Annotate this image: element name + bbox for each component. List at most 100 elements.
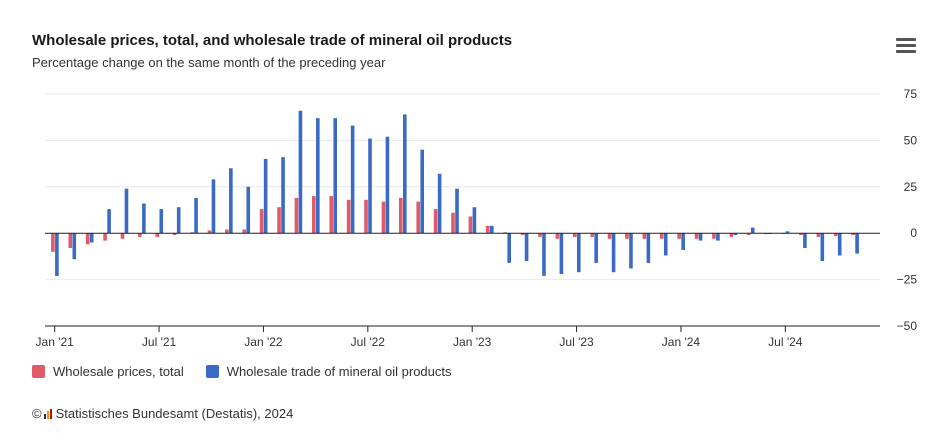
bar-mineral-oil xyxy=(437,173,442,234)
bar-mineral-oil xyxy=(281,157,285,234)
bar-wholesale-prices xyxy=(485,225,490,234)
bar-mineral-oil xyxy=(663,233,668,256)
bar-wholesale-prices xyxy=(329,196,334,234)
chart-title: Wholesale prices, total, and wholesale t… xyxy=(32,32,513,49)
bar-mineral-oil xyxy=(785,231,790,234)
bar-mineral-oil xyxy=(542,233,546,276)
y-tick-label: −25 xyxy=(897,273,918,287)
x-tick-label: Jan '21 xyxy=(36,335,75,349)
bar-wholesale-prices xyxy=(399,197,403,234)
bar-wholesale-prices xyxy=(242,229,247,234)
y-tick-label: 25 xyxy=(904,180,918,194)
bar-mineral-oil xyxy=(629,233,633,269)
bar-mineral-oil xyxy=(820,233,825,262)
x-tick-label: Jan '24 xyxy=(662,335,701,349)
bar-wholesale-prices xyxy=(381,201,386,234)
bar-mineral-oil xyxy=(368,138,372,234)
bar-wholesale-prices xyxy=(294,197,299,234)
credits[interactable]: © Statistisches Bundesamt (Destatis), 20… xyxy=(32,406,293,421)
bar-wholesale-prices xyxy=(277,207,281,234)
bar-mineral-oil xyxy=(350,125,355,234)
bar-mineral-oil xyxy=(855,233,859,254)
bar-mineral-oil xyxy=(211,179,216,234)
bar-mineral-oil xyxy=(681,233,685,250)
y-tick-label: 50 xyxy=(904,133,918,147)
y-tick-label: 0 xyxy=(910,226,917,240)
bar-mineral-oil xyxy=(698,233,703,241)
x-tick-label: Jul '23 xyxy=(559,335,594,349)
legend-swatch-mineral-oil xyxy=(205,365,219,378)
bar-wholesale-prices xyxy=(207,230,212,234)
bar-mineral-oil xyxy=(594,233,598,263)
legend-item-mineral-oil[interactable]: Wholesale trade of mineral oil products xyxy=(205,364,452,379)
bar-wholesale-prices xyxy=(225,229,229,234)
legend: Wholesale prices, total Wholesale trade … xyxy=(32,364,452,379)
bar-wholesale-prices xyxy=(51,233,55,252)
legend-item-wholesale-prices[interactable]: Wholesale prices, total xyxy=(32,364,184,379)
credits-text: Statistisches Bundesamt (Destatis), 2024 xyxy=(55,406,294,421)
bar-wholesale-prices xyxy=(346,199,351,234)
bar-mineral-oil xyxy=(489,225,494,234)
bar-wholesale-prices xyxy=(138,233,142,237)
bar-mineral-oil xyxy=(316,118,320,234)
bar-wholesale-prices xyxy=(555,233,560,239)
bar-wholesale-prices xyxy=(416,201,421,234)
bar-wholesale-prices xyxy=(607,233,612,239)
bar-wholesale-prices xyxy=(68,233,73,249)
y-tick-label: −50 xyxy=(897,319,918,333)
bar-mineral-oil xyxy=(611,233,616,273)
x-tick-label: Jul '24 xyxy=(768,335,803,349)
bar-mineral-oil xyxy=(646,233,651,263)
bar-wholesale-prices xyxy=(746,233,751,236)
bar-wholesale-prices xyxy=(172,233,177,236)
bar-wholesale-prices xyxy=(433,209,438,234)
bar-mineral-oil xyxy=(837,233,842,256)
bar-mineral-oil xyxy=(803,233,807,249)
bar-mineral-oil xyxy=(107,209,111,234)
bar-wholesale-prices xyxy=(451,212,455,234)
bar-wholesale-prices xyxy=(590,233,594,237)
bar-wholesale-prices xyxy=(816,233,821,237)
bar-mineral-oil xyxy=(333,118,338,234)
bar-wholesale-prices xyxy=(364,199,368,234)
bar-mineral-oil xyxy=(124,188,129,234)
bar-wholesale-prices xyxy=(468,216,473,234)
bar-wholesale-prices xyxy=(729,233,734,237)
x-tick-label: Jul '21 xyxy=(142,335,177,349)
bar-mineral-oil xyxy=(385,136,390,234)
bar-wholesale-prices xyxy=(642,233,647,239)
legend-label-mineral-oil: Wholesale trade of mineral oil products xyxy=(226,364,452,379)
copyright-symbol: © xyxy=(32,406,42,421)
bar-mineral-oil xyxy=(716,233,720,241)
bar-wholesale-prices xyxy=(694,233,699,239)
bar-mineral-oil xyxy=(72,233,77,260)
bar-wholesale-prices xyxy=(833,233,838,236)
x-tick-label: Jan '23 xyxy=(453,335,492,349)
bar-mineral-oil xyxy=(524,233,529,262)
bar-wholesale-prices xyxy=(799,233,803,236)
bar-wholesale-prices xyxy=(677,233,681,239)
bar-mineral-oil xyxy=(733,233,738,236)
bar-wholesale-prices xyxy=(851,233,855,236)
legend-swatch-wholesale-prices xyxy=(32,365,45,378)
bar-mineral-oil xyxy=(194,197,198,234)
bar-wholesale-prices xyxy=(259,209,264,234)
bar-mineral-oil xyxy=(559,233,564,275)
bar-mineral-oil xyxy=(55,233,59,276)
bar-wholesale-prices xyxy=(120,233,125,239)
y-tick-label: 75 xyxy=(904,87,918,101)
bar-mineral-oil xyxy=(507,233,511,263)
bar-mineral-oil xyxy=(472,207,477,234)
bar-mineral-oil xyxy=(229,168,233,234)
bar-wholesale-prices xyxy=(520,233,525,236)
bar-mineral-oil xyxy=(89,233,94,243)
hamburger-menu-icon[interactable] xyxy=(896,38,916,54)
bar-mineral-oil xyxy=(576,233,581,273)
bar-wholesale-prices xyxy=(572,233,577,237)
bar-wholesale-prices xyxy=(625,233,629,239)
bar-wholesale-prices xyxy=(85,233,90,245)
bar-mineral-oil xyxy=(420,149,425,234)
x-tick-label: Jul '22 xyxy=(351,335,386,349)
bar-mineral-oil xyxy=(750,227,755,234)
